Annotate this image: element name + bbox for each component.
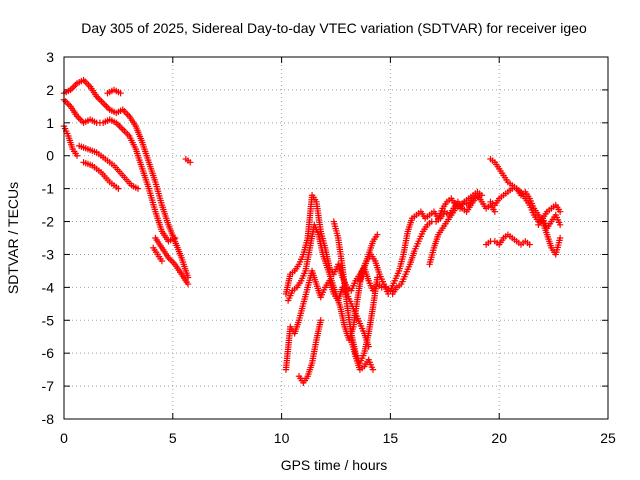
y-tick-label: -3 <box>42 246 55 262</box>
y-tick-label: 1 <box>46 115 54 131</box>
y-tick-label: -6 <box>42 345 55 361</box>
y-tick-label: -2 <box>42 214 55 230</box>
series-track-k <box>284 192 483 344</box>
y-axis-label: SDTVAR / TECUs <box>5 182 21 294</box>
series-track-h <box>104 86 124 97</box>
data-point <box>187 159 194 166</box>
data-point <box>73 152 81 159</box>
x-tick-label: 20 <box>491 430 507 446</box>
data-point <box>117 90 124 97</box>
series-track-b <box>60 96 179 245</box>
series-track-l <box>282 267 372 373</box>
y-tick-label: -8 <box>42 411 55 427</box>
y-tick-label: -1 <box>42 181 55 197</box>
y-tick-label: 0 <box>46 148 54 164</box>
y-axis-ticks: 3 2 1 0 -1 -2 -3 -4 -5 -6 -7 -8 <box>42 49 608 427</box>
x-tick-label: 0 <box>60 430 68 446</box>
data-point <box>374 231 381 238</box>
series-track-p <box>356 231 381 284</box>
series-track-t <box>487 185 564 225</box>
series-track-n <box>330 218 381 367</box>
y-tick-label: -5 <box>42 312 55 328</box>
data-point <box>158 257 166 265</box>
data-point <box>526 241 533 248</box>
data-point <box>556 208 564 215</box>
series-track-a <box>60 76 192 281</box>
data-point <box>184 280 192 288</box>
y-tick-label: -4 <box>42 279 55 295</box>
data-point <box>556 221 564 229</box>
x-axis-label: GPS time / hours <box>281 457 388 473</box>
plot-frame <box>63 56 609 420</box>
series-track-f <box>152 234 192 288</box>
series-track-s <box>482 231 533 248</box>
x-tick-label: 15 <box>383 430 399 446</box>
data-point <box>478 192 485 199</box>
x-axis-ticks: 0 5 10 15 20 25 <box>60 57 616 446</box>
data-point <box>134 185 142 192</box>
y-tick-label: 3 <box>46 49 54 65</box>
series-track-j <box>282 192 499 298</box>
data-marks <box>60 76 564 386</box>
series-track-i <box>150 244 166 265</box>
series-track-o <box>348 336 377 373</box>
y-tick-label: -7 <box>42 378 55 394</box>
y-tick-label: 2 <box>46 82 54 98</box>
x-tick-label: 25 <box>600 430 616 446</box>
x-tick-label: 5 <box>169 430 177 446</box>
series-track-u <box>535 211 564 232</box>
data-point <box>171 234 179 242</box>
x-tick-label: 10 <box>274 430 290 446</box>
series-track-e <box>80 159 122 192</box>
data-point <box>317 317 324 324</box>
series-track-m <box>295 317 324 386</box>
series-track-c <box>60 122 81 159</box>
series-track-g <box>182 155 194 166</box>
series-track-d <box>76 142 142 192</box>
data-point <box>556 234 564 242</box>
data-point <box>374 274 381 281</box>
data-point <box>491 208 499 215</box>
series-track-q <box>426 188 485 268</box>
data-point <box>369 366 377 373</box>
chart-title: Day 305 of 2025, Sidereal Day-to-day VTE… <box>81 20 587 36</box>
data-point <box>115 185 122 192</box>
